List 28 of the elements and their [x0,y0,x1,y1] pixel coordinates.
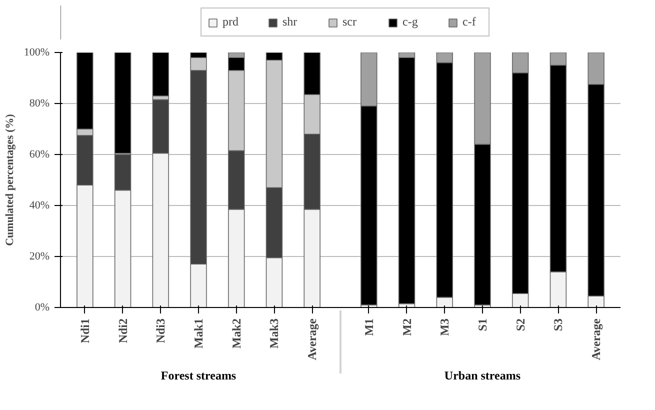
text: Urban streams [444,368,521,382]
legend-label: prd [222,14,240,30]
x-tick-label: S2 [513,318,528,332]
x-tick-label: Mak2 [229,318,244,348]
legend-label: scr [342,14,358,30]
y-tick-label: 0% [34,302,50,314]
x-tick-label: Average [589,318,604,360]
x-tick-label: Ndi2 [116,318,130,344]
y-tick-label: 80% [29,98,50,110]
x-tick-label: Mak3 [267,318,282,348]
x-tick-label: S1 [475,318,490,332]
legend-label: c-g [402,14,419,30]
x-tick-label: Ndi1 [78,318,92,344]
x-tick-label: M1 [362,318,376,336]
y-axis-title: Cumulated percentages (%) [4,114,16,246]
x-tick-label: Mak1 [192,318,206,348]
x-tick-label: M2 [400,318,414,336]
legend-label: c-f [462,14,477,30]
legend-label: shr [282,14,298,30]
y-tick-label: 60% [29,148,50,160]
text: Forest streams [160,368,236,382]
x-tick-label: M3 [438,318,452,336]
y-tick-label: 40% [29,200,50,212]
y-tick-label: 100% [24,46,50,58]
y-tick-label: 20% [29,250,50,262]
x-tick-label: Ndi3 [154,318,168,344]
x-tick-label: S3 [551,318,566,332]
x-tick-label: Average [305,318,320,360]
